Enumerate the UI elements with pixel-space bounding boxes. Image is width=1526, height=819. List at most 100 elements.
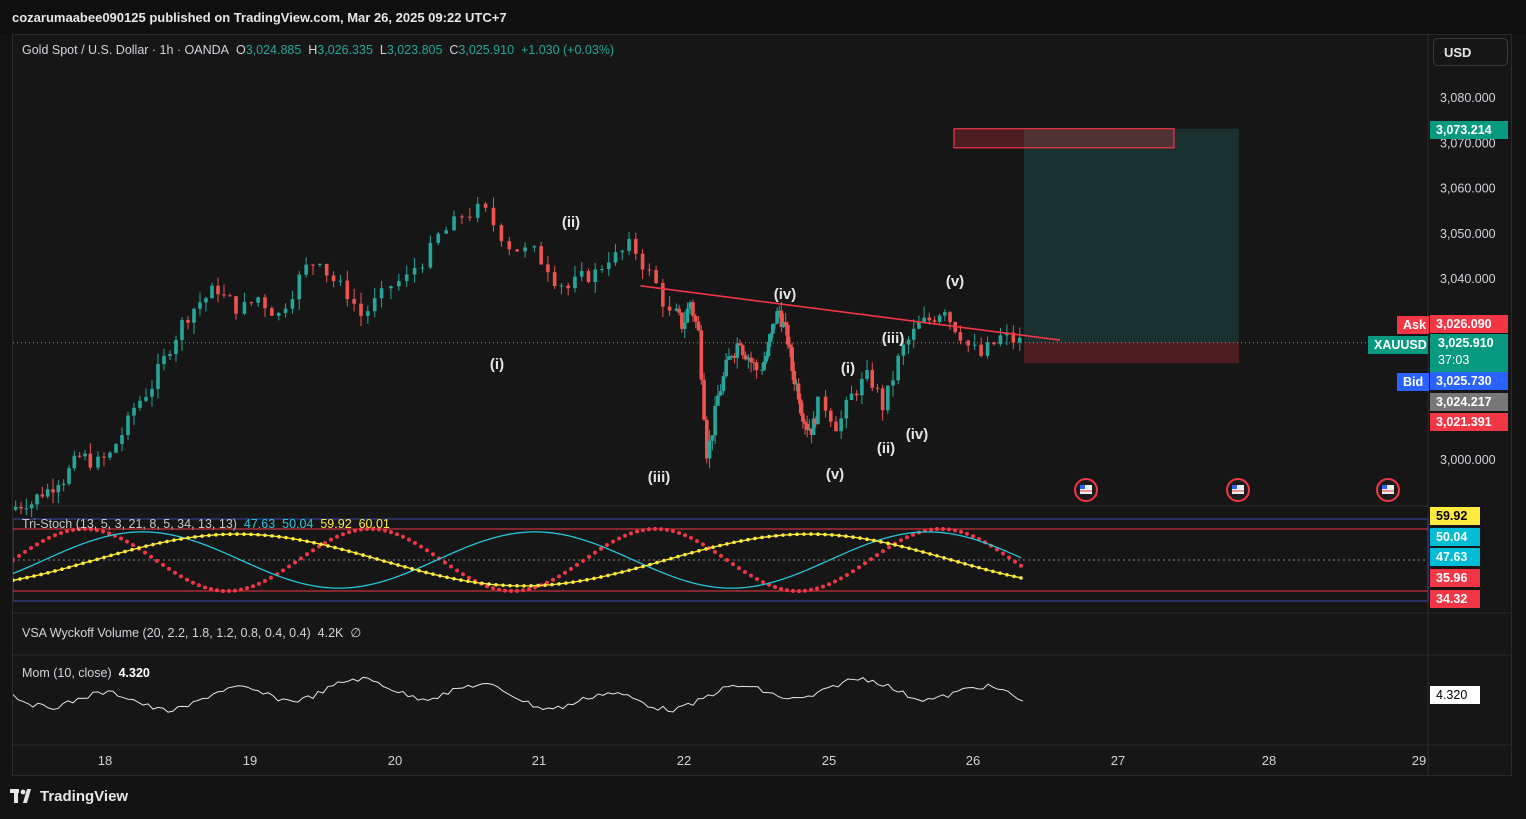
stoch-fast-dot: [335, 534, 339, 539]
stoch-slow-dot: [480, 581, 484, 586]
x-tick-label: 29: [1412, 753, 1426, 768]
stoch-slow-dot: [403, 565, 407, 569]
candle-body: [412, 267, 417, 275]
candle-body: [523, 247, 527, 252]
stoch-fast-dot: [833, 579, 837, 584]
stoch-fast-dot: [191, 580, 195, 585]
stoch-slow-dot: [697, 549, 701, 553]
candle-body: [88, 453, 93, 468]
stoch-fast-dot: [995, 547, 999, 552]
stoch-slow-dot: [431, 572, 435, 576]
candle-body: [573, 276, 577, 289]
stoch-fast-dot: [599, 546, 603, 551]
stoch-fast-dot: [143, 550, 147, 555]
candle-body: [807, 428, 812, 431]
candle-body: [768, 333, 773, 342]
tristoch-value-4: 60.01: [358, 517, 390, 531]
mom-legend[interactable]: Mom (10, close) 4.320: [22, 666, 150, 680]
y-tick-label: 3,060.000: [1440, 182, 1496, 196]
stoch-slow-dot: [13, 578, 15, 583]
stoch-fast-dot: [35, 542, 39, 547]
stoch-slow-dot: [858, 536, 862, 540]
ask-price-tag: 3,026.090: [1430, 315, 1508, 333]
candle-body: [366, 311, 370, 316]
stoch-slow-dot: [1012, 574, 1016, 579]
tristoch-value-2: 50.04: [282, 517, 314, 531]
stoch-slow-dot: [67, 565, 71, 570]
stoch-slow-dot: [74, 563, 78, 568]
candle-body: [911, 328, 916, 340]
stoch-fast-dot: [551, 577, 555, 582]
stoch-fast-dot: [503, 588, 507, 593]
candle-body: [539, 246, 543, 265]
stoch-fast-dot: [491, 586, 495, 591]
stoch-slow-dot: [725, 542, 729, 546]
stoch-fast-dot: [803, 588, 807, 593]
footer-brand[interactable]: TradingView: [10, 788, 128, 805]
stoch-fast-dot: [1001, 551, 1005, 556]
candle-body: [735, 343, 740, 358]
stoch-fast-dot: [785, 588, 789, 593]
candle-body: [45, 489, 50, 497]
target-price-tag: 3,073.214: [1430, 121, 1508, 139]
candle-body: [338, 280, 343, 282]
candle-body: [875, 387, 880, 389]
momentum-line: [13, 676, 1024, 713]
x-tick-label: 27: [1111, 753, 1125, 768]
chart-canvas[interactable]: 3,000.000 3,040.000 3,050.000 3,060.000 3,07…: [13, 35, 1513, 777]
stoch-fast-dot: [947, 527, 951, 532]
candle-body: [593, 269, 598, 282]
stoch-fast-dot: [953, 528, 957, 533]
stoch-slow-dot: [410, 567, 414, 571]
high-value: 3,026.335: [317, 43, 373, 57]
stoch-slow-dot: [788, 532, 792, 537]
stoch-fast-dot: [737, 566, 741, 571]
stoch-slow-dot: [193, 535, 197, 539]
stoch-slow-dot: [704, 547, 708, 551]
candle-body: [958, 332, 963, 341]
candle-body: [849, 393, 854, 401]
stoch-slow-dot: [333, 545, 337, 550]
stoch-slow-dot: [760, 535, 764, 540]
stoch-slow-dot: [571, 580, 575, 584]
stoch-slow-dot: [802, 532, 806, 536]
candle-body: [732, 356, 737, 358]
x-tick-label: 26: [966, 753, 980, 768]
stoch-fast-dot: [779, 586, 783, 591]
stoch-fast-dot: [653, 526, 657, 531]
stoch-slow-dot: [284, 535, 288, 540]
candle-body: [854, 393, 859, 396]
change-value: +1.030 (+0.03%): [520, 43, 615, 57]
stoch-slow-dot: [767, 534, 771, 539]
stoch-fast-dot: [461, 572, 465, 577]
candle-body: [654, 270, 658, 284]
stoch-fast-dot: [239, 587, 243, 592]
candle-body: [752, 362, 756, 364]
stoch-fast-dot: [845, 572, 849, 577]
stoch-slow-dot: [81, 561, 85, 566]
chart-panel[interactable]: 3,000.000 3,040.000 3,050.000 3,060.000 3,07…: [12, 34, 1513, 777]
stoch-fast-dot: [29, 546, 33, 551]
candle-body: [1017, 337, 1022, 343]
stoch-slow-dot: [550, 582, 554, 587]
stoch-slow-dot: [354, 551, 358, 555]
candle-body: [927, 317, 932, 321]
currency-button[interactable]: USD: [1433, 38, 1508, 66]
candle-body: [270, 308, 274, 316]
vsa-legend[interactable]: VSA Wyckoff Volume (20, 2.2, 1.8, 1.2, 0…: [22, 625, 361, 640]
mom-tag: 4.320: [1430, 686, 1480, 704]
tristoch-legend[interactable]: Tri-Stoch (13, 5, 3, 21, 8, 5, 34, 13, 1…: [22, 517, 390, 531]
stoch-slow-dot: [242, 532, 246, 536]
stoch-fast-dot: [347, 530, 351, 535]
stoch-fast-dot: [293, 560, 297, 565]
profit-zone: [1024, 128, 1239, 343]
stoch-fast-dot: [65, 529, 69, 534]
stoch-fast-dot: [377, 527, 381, 532]
mom-label: Mom (10, close): [22, 666, 112, 680]
stoch-slow-dot: [1019, 576, 1023, 580]
wave-label: (v): [826, 466, 844, 483]
stoch-fast-dot: [749, 573, 753, 578]
candle-body: [483, 203, 488, 208]
candle-body: [816, 396, 820, 425]
stoch-slow-dot: [382, 559, 386, 563]
